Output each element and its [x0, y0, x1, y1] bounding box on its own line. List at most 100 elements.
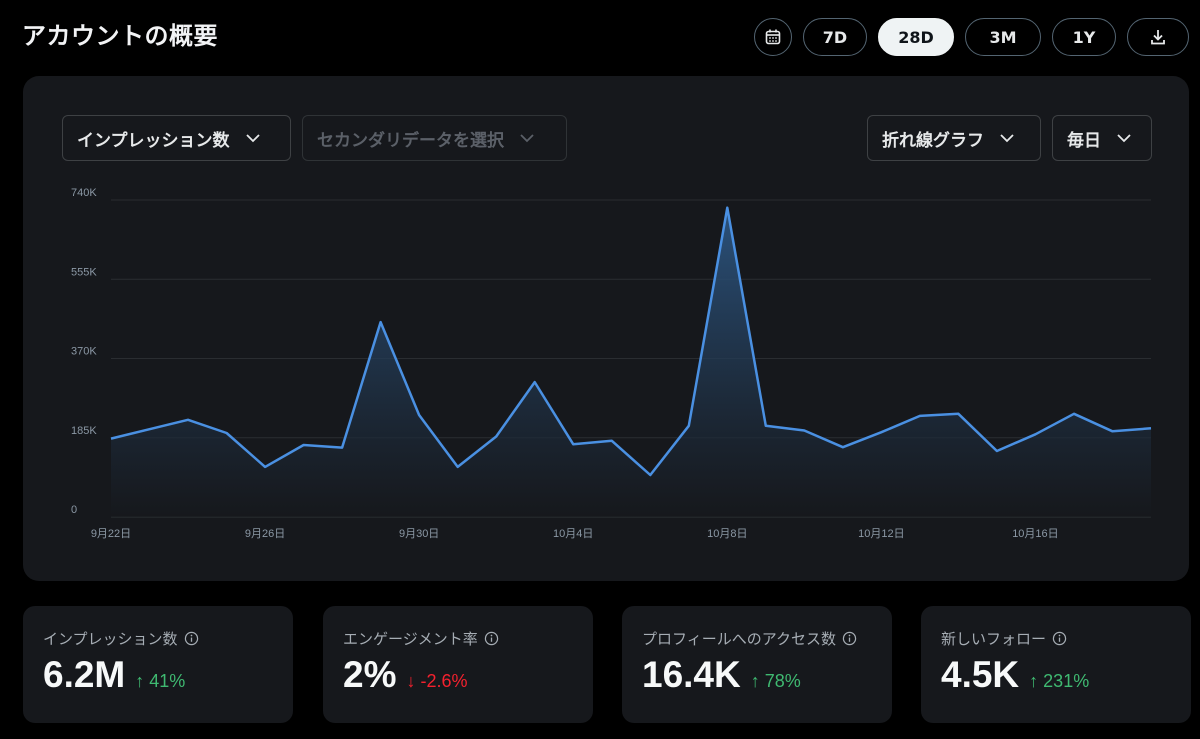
stat-change-value: -2.6% — [420, 671, 468, 691]
trend-up-arrow-icon: ↑ — [1029, 671, 1039, 691]
x-tick-label: 10月12日 — [858, 528, 904, 540]
calendar-icon — [765, 29, 781, 45]
x-tick-label: 9月22日 — [91, 528, 131, 540]
stat-change-value: 78% — [764, 671, 801, 691]
stat-change-value: 41% — [149, 671, 186, 691]
info-icon[interactable] — [1052, 631, 1067, 646]
data-point[interactable] — [762, 422, 770, 430]
x-tick-label: 9月26日 — [245, 528, 285, 540]
info-icon[interactable] — [842, 631, 857, 646]
chevron-down-icon — [520, 134, 534, 143]
data-point[interactable] — [377, 318, 385, 326]
data-point[interactable] — [531, 378, 539, 386]
chevron-down-icon — [245, 134, 260, 143]
data-point[interactable] — [146, 425, 154, 433]
range-7d-button[interactable]: 7D — [803, 18, 867, 56]
data-point[interactable] — [993, 447, 1001, 455]
info-icon[interactable] — [184, 631, 199, 646]
y-tick-label: 370K — [71, 346, 97, 358]
data-point[interactable] — [338, 444, 346, 452]
stat-card-impressions[interactable]: インプレッション数 6.2M ↑ 41% — [23, 606, 293, 723]
data-point[interactable] — [454, 463, 462, 471]
data-point[interactable] — [569, 440, 577, 448]
trend-down-arrow-icon: ↓ — [406, 671, 416, 691]
stat-label: プロフィールへのアクセス数 — [642, 628, 857, 649]
x-tick-label: 9月30日 — [399, 528, 439, 540]
stat-row: 2% ↓ -2.6% — [343, 654, 468, 696]
range-1y-button[interactable]: 1Y — [1052, 18, 1116, 56]
stat-change: ↑ 78% — [751, 671, 801, 692]
data-point[interactable] — [800, 426, 808, 434]
series-line[interactable] — [110, 206, 1152, 477]
data-point[interactable] — [300, 441, 308, 449]
stat-card-new-follows[interactable]: 新しいフォロー 4.5K ↑ 231% — [921, 606, 1191, 723]
stat-change: ↓ -2.6% — [406, 671, 467, 692]
download-button[interactable] — [1127, 18, 1189, 56]
primary-metric-label: インプレッション数 — [77, 130, 230, 151]
stat-label-text: プロフィールへのアクセス数 — [642, 630, 836, 648]
data-point[interactable] — [223, 429, 231, 437]
chart-card: 0 185K 370K 555K 740K 9月22日 9月26日 9月30日 10月4日 10… — [23, 76, 1189, 581]
stat-label: 新しいフォロー — [941, 628, 1067, 649]
stat-value: 4.5K — [941, 654, 1020, 695]
stat-card-engagement-rate[interactable]: エンゲージメント率 2% ↓ -2.6% — [323, 606, 593, 723]
x-tick-label: 10月16日 — [1012, 528, 1058, 540]
data-point[interactable] — [877, 428, 885, 436]
data-point[interactable] — [415, 411, 423, 419]
trend-up-arrow-icon: ↑ — [135, 671, 145, 691]
stat-label: エンゲージメント率 — [343, 628, 499, 649]
stat-change: ↑ 231% — [1029, 671, 1089, 692]
stat-label-text: 新しいフォロー — [941, 630, 1047, 648]
data-point[interactable] — [916, 412, 924, 420]
stat-value: 16.4K — [642, 654, 741, 695]
stat-row: 4.5K ↑ 231% — [941, 654, 1089, 696]
secondary-metric-label: セカンダリデータを選択 — [317, 130, 504, 151]
data-point[interactable] — [107, 435, 115, 443]
chevron-down-icon — [1000, 134, 1014, 143]
range-28d-button[interactable]: 28D — [878, 18, 954, 56]
data-point[interactable] — [608, 437, 616, 445]
stat-label-text: エンゲージメント率 — [343, 630, 478, 648]
stat-card-profile-visits[interactable]: プロフィールへのアクセス数 16.4K ↑ 78% — [622, 606, 892, 723]
stat-row: 6.2M ↑ 41% — [43, 654, 185, 696]
y-tick-label: 0 — [71, 504, 77, 516]
data-point[interactable] — [184, 416, 192, 424]
stat-row: 16.4K ↑ 78% — [642, 654, 801, 696]
calendar-button[interactable] — [754, 18, 792, 56]
x-tick-label: 10月4日 — [553, 528, 593, 540]
data-point[interactable] — [839, 443, 847, 451]
y-tick-label: 740K — [71, 187, 97, 199]
data-point[interactable] — [1108, 427, 1116, 435]
stat-change-value: 231% — [1043, 671, 1090, 691]
info-icon[interactable] — [484, 631, 499, 646]
data-point[interactable] — [685, 422, 693, 430]
page-title: アカウントの概要 — [22, 22, 218, 50]
stat-label-text: インプレッション数 — [43, 630, 178, 648]
data-point[interactable] — [954, 410, 962, 418]
data-point[interactable] — [261, 463, 269, 471]
x-tick-label: 10月8日 — [707, 528, 747, 540]
stat-label: インプレッション数 — [43, 628, 199, 649]
stat-value: 2% — [343, 654, 397, 695]
secondary-metric-dropdown[interactable]: セカンダリデータを選択 — [302, 115, 567, 161]
chart-type-label: 折れ線グラフ — [882, 130, 984, 151]
y-tick-label: 555K — [71, 266, 97, 278]
series-area — [111, 207, 1151, 517]
data-point[interactable] — [646, 471, 654, 479]
data-point[interactable] — [723, 204, 731, 212]
range-3m-button[interactable]: 3M — [965, 18, 1041, 56]
interval-label: 毎日 — [1067, 130, 1101, 151]
interval-dropdown[interactable]: 毎日 — [1052, 115, 1152, 161]
y-tick-label: 185K — [71, 425, 97, 437]
primary-metric-dropdown[interactable]: インプレッション数 — [62, 115, 291, 161]
chart-type-dropdown[interactable]: 折れ線グラフ — [867, 115, 1041, 161]
data-point[interactable] — [1031, 430, 1039, 438]
data-point[interactable] — [1070, 410, 1078, 418]
download-icon — [1151, 30, 1165, 45]
date-range-toolbar: 7D 28D 3M 1Y — [754, 18, 1189, 56]
data-point[interactable] — [1147, 424, 1155, 432]
stat-change: ↑ 41% — [135, 671, 185, 692]
chevron-down-icon — [1117, 134, 1131, 143]
data-point[interactable] — [492, 432, 500, 440]
impressions-line-chart: 0 185K 370K 555K 740K 9月22日 9月26日 9月30日 10月4日 10… — [71, 187, 1155, 540]
